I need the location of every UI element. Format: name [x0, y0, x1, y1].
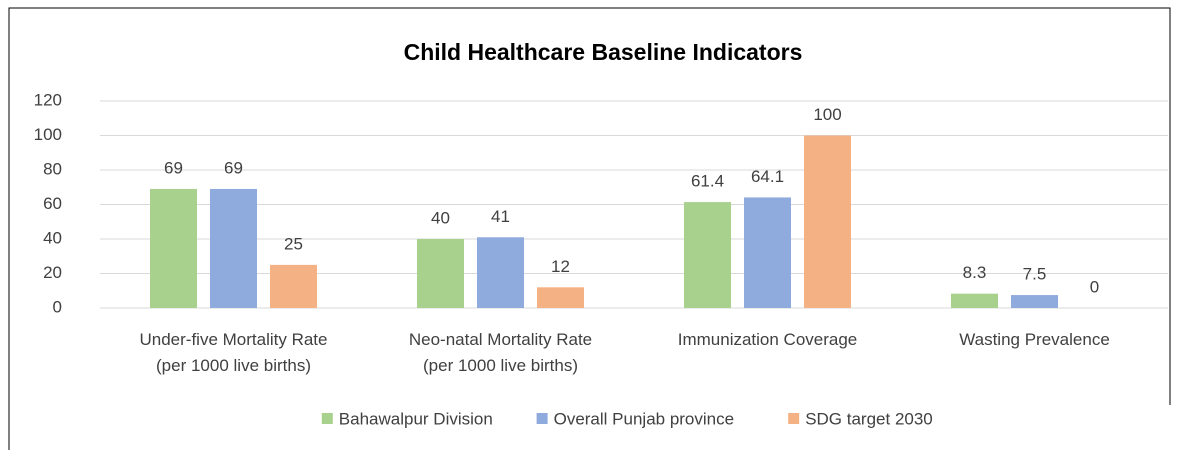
legend-swatch	[788, 413, 800, 424]
legend-swatch	[536, 413, 548, 424]
data-label: 7.5	[1023, 265, 1047, 284]
data-label: 61.4	[691, 172, 724, 191]
bar	[477, 237, 524, 308]
legend-label: SDG target 2030	[805, 409, 933, 428]
x-tick-label: Neo-natal Mortality Rate (per 1000 live b…	[409, 330, 592, 375]
bar	[417, 239, 464, 308]
x-tick-label: Wasting Prevalence	[959, 330, 1110, 349]
data-label: 40	[431, 208, 450, 227]
data-label: 69	[224, 158, 243, 177]
y-tick-label: 100	[34, 125, 62, 144]
y-tick-label: 0	[53, 297, 62, 316]
y-tick-label: 60	[43, 194, 62, 213]
x-tick-label-line: Wasting Prevalence	[959, 330, 1110, 349]
bar	[1011, 295, 1058, 308]
y-tick-label: 40	[43, 228, 62, 247]
bar	[951, 293, 998, 308]
frame	[8, 7, 1171, 450]
bar	[537, 287, 584, 308]
bar	[804, 135, 851, 308]
data-label: 0	[1090, 277, 1099, 296]
y-tick-label: 20	[43, 263, 62, 282]
bar	[744, 197, 791, 308]
data-label: 25	[284, 234, 303, 253]
data-label: 69	[164, 158, 183, 177]
data-label: 8.3	[963, 263, 987, 282]
y-tick-label: 80	[43, 159, 62, 178]
y-tick-label: 120	[34, 90, 62, 109]
x-tick-label-line: Neo-natal Mortality Rate	[409, 330, 592, 349]
data-label: 12	[551, 257, 570, 276]
x-tick-label-line: (per 1000 live births)	[156, 356, 311, 375]
x-tick-label-line: Immunization Coverage	[678, 330, 858, 349]
x-tick-label-line: (per 1000 live births)	[423, 356, 578, 375]
bar	[270, 264, 317, 308]
chart-title: Child Healthcare Baseline Indicators	[404, 39, 803, 65]
x-tick-label-line: Under-five Mortality Rate	[139, 330, 327, 349]
bar	[150, 188, 197, 308]
data-label: 100	[813, 105, 841, 124]
legend-label: Overall Punjab province	[554, 409, 734, 428]
data-label: 64.1	[751, 167, 784, 186]
x-tick-label: Under-five Mortality Rate (per 1000 live …	[139, 330, 327, 375]
bar	[684, 202, 731, 308]
data-label: 41	[491, 207, 510, 226]
x-tick-label: Immunization Coverage	[678, 330, 858, 349]
legend-swatch	[321, 413, 333, 424]
legend-label: Bahawalpur Division	[339, 409, 493, 428]
bar	[210, 188, 257, 308]
